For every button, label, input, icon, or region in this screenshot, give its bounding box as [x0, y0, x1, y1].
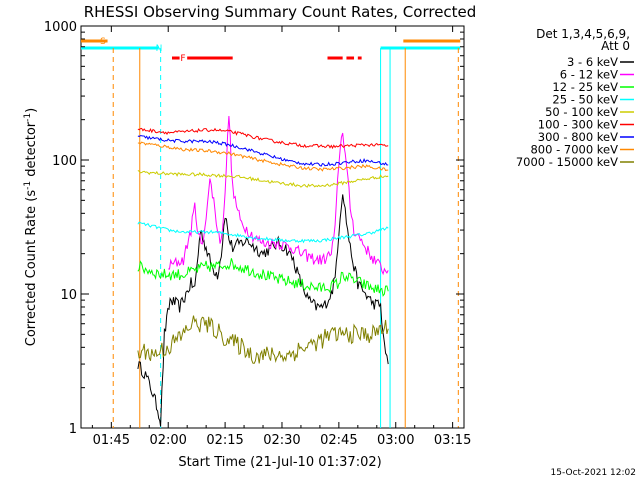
legend-label-3: 25 - 50 keV [552, 93, 618, 107]
y-label-part3: ) [24, 108, 39, 113]
series-line-6 [137, 135, 389, 167]
x-tick-label-4: 02:45 [320, 433, 357, 448]
x-tick-label-2: 02:15 [206, 433, 243, 448]
legend-header-line2: Att 0 [601, 39, 630, 53]
y-label-part2: detector [24, 121, 39, 181]
chart-title: RHESSI Observing Summary Count Rates, Co… [84, 3, 477, 21]
y-tick-label-2: 100 [52, 154, 77, 169]
series-line-7 [137, 141, 389, 172]
y-label-sup1: -1 [23, 181, 33, 190]
plot-area: S N F [80, 25, 465, 429]
legend-label-2: 12 - 25 keV [552, 80, 618, 94]
legend-label-1: 6 - 12 keV [560, 68, 618, 82]
plot-frame [80, 25, 465, 429]
legend-label-0: 3 - 6 keV [567, 55, 618, 69]
series-line-4 [137, 169, 389, 188]
series-line-2 [137, 258, 389, 297]
x-tick-label-5: 03:00 [377, 433, 414, 448]
flags-layer: S N F [81, 37, 461, 64]
flag-label-S: S [100, 37, 106, 47]
legend-label-4: 50 - 100 keV [545, 105, 618, 119]
x-tick-label-1: 02:00 [149, 433, 186, 448]
legend-header-line1: Det 1,3,4,5,6,9, [536, 27, 630, 41]
series-line-0 [137, 194, 389, 427]
footer-date: 15-Oct-2021 12:02 [551, 468, 636, 478]
flag-label-N: N [156, 44, 163, 54]
series-layer [137, 115, 389, 427]
y-axis: 1 10 100 1000 [44, 20, 464, 437]
series-line-3 [137, 221, 389, 244]
x-tick-label-0: 01:45 [93, 433, 130, 448]
y-tick-label-3: 1000 [44, 20, 77, 35]
legend-label-6: 300 - 800 keV [538, 130, 618, 144]
y-tick-label-0: 1 [69, 422, 77, 437]
x-tick-label-6: 03:15 [434, 433, 471, 448]
series-line-8 [137, 315, 389, 364]
y-axis-label: Corrected Count Rate (s-1 detector-1) [23, 108, 39, 346]
x-axis: 01:45 02:00 02:15 02:30 02:45 03:00 03:15 [91, 26, 471, 448]
legend-label-8: 7000 - 15000 keV [516, 155, 618, 169]
x-tick-label-3: 02:30 [263, 433, 300, 448]
y-label-sup2: -1 [23, 113, 33, 122]
legend-label-5: 100 - 300 keV [538, 118, 618, 132]
y-label-part1: Corrected Count Rate (s [24, 190, 39, 347]
series-line-1 [168, 115, 389, 276]
x-axis-label: Start Time (21-Jul-10 01:37:02) [178, 455, 381, 470]
flag-label-F: F [180, 54, 185, 64]
y-tick-label-1: 10 [60, 288, 77, 303]
series-line-5 [137, 127, 389, 150]
legend-label-7: 800 - 7000 keV [530, 143, 618, 157]
vlines-layer [112, 48, 459, 428]
